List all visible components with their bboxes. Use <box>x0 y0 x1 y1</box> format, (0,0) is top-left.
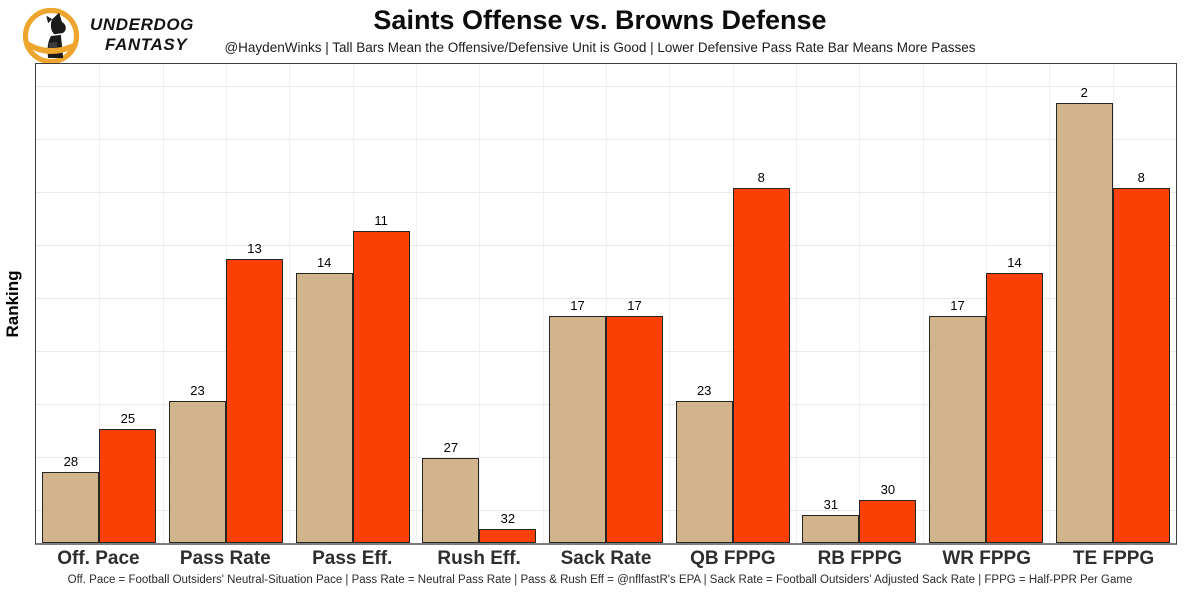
offense-bar-te-fppg <box>1055 103 1113 543</box>
vertical-gridline <box>922 64 924 543</box>
offense-bar-off-pace <box>42 472 100 543</box>
bar-group-sack-rate: 17 17 <box>543 64 670 543</box>
bar-value-label: 2 <box>1080 85 1088 100</box>
x-tick-label-pass-rate: Pass Rate <box>179 548 271 569</box>
bar-value-label: 11 <box>374 213 388 228</box>
vertical-gridline <box>606 64 607 543</box>
x-tick-label-sack-rate: Sack Rate <box>560 548 652 569</box>
bar-group-pass-rate: 23 13 <box>163 64 290 543</box>
defense-bar-qb-fppg <box>732 188 790 543</box>
bar-value-label: 31 <box>823 497 839 512</box>
x-tick-label-qb-fppg: QB FPPG <box>690 548 776 569</box>
offense-bar-rb-fppg <box>802 515 860 543</box>
vertical-gridline <box>99 64 101 543</box>
defense-bar-rush-eff <box>479 529 537 543</box>
x-axis-labels: Off. Pace Pass Rate Pass Eff. Rush Eff. Sack… <box>35 548 1177 570</box>
bar-value-label: 30 <box>880 482 896 497</box>
brand-text: UNDERDOG FANTASY <box>90 15 194 56</box>
brand-line1: UNDERDOG <box>90 15 194 34</box>
bar-value-label: 25 <box>120 411 136 426</box>
vertical-gridline <box>796 64 797 543</box>
vertical-gridline <box>859 64 861 543</box>
vertical-gridline <box>479 64 481 543</box>
x-tick-label-rush-eff: Rush Eff. <box>437 548 521 569</box>
chart-panel: 28 25 23 13 14 11 27 32 17 17 23 8 31 30 17 14 2 8 <box>35 63 1177 545</box>
bar-value-label: 23 <box>696 383 712 398</box>
x-tick-label-off-pace: Off. Pace <box>57 548 140 569</box>
footnote-caption: Off. Pace = Football Outsiders' Neutral-… <box>67 574 1133 586</box>
vertical-gridline <box>669 64 671 543</box>
offense-bar-pass-eff <box>295 273 353 543</box>
underdog-fantasy-logo: UNDERDOG FANTASY <box>22 6 272 66</box>
bar-value-label: 27 <box>443 440 459 455</box>
offense-bar-qb-fppg <box>675 401 733 543</box>
defense-bar-pass-rate <box>226 259 283 543</box>
defense-bar-sack-rate <box>606 316 664 543</box>
bar-value-label: 14 <box>316 255 332 270</box>
offense-bar-rush-eff <box>422 458 480 543</box>
vertical-gridline <box>162 64 164 543</box>
vertical-gridline <box>289 64 291 543</box>
defense-bar-wr-fppg <box>986 273 1044 543</box>
defense-bar-pass-eff <box>352 231 410 543</box>
bar-group-rb-fppg: 31 30 <box>796 64 923 543</box>
defense-bar-off-pace <box>99 429 157 543</box>
vertical-gridline <box>1049 64 1051 543</box>
bar-group-rush-eff: 27 32 <box>416 64 543 543</box>
bar-value-label: 17 <box>570 298 585 313</box>
x-tick-label-wr-fppg: WR FPPG <box>942 548 1032 569</box>
bar-value-label: 32 <box>500 511 516 526</box>
bar-value-label: 14 <box>1007 255 1022 270</box>
offense-bar-sack-rate <box>549 316 607 543</box>
bar-value-label: 23 <box>190 383 205 398</box>
bars-layer: 28 25 23 13 14 11 27 32 17 17 23 8 31 30 17 14 2 8 <box>36 64 1176 543</box>
brand-line2: FANTASY <box>105 35 188 55</box>
chart-title: Saints Offense vs. Browns Defense <box>373 5 827 35</box>
dog-logo-icon <box>22 7 80 65</box>
offense-bar-wr-fppg <box>929 316 987 543</box>
bar-value-label: 17 <box>950 298 965 313</box>
defense-bar-te-fppg <box>1112 188 1170 543</box>
x-tick-label-pass-eff: Pass Eff. <box>312 548 393 569</box>
vertical-gridline <box>542 64 544 543</box>
bar-value-label: 8 <box>757 170 765 185</box>
bar-value-label: 28 <box>63 454 79 469</box>
vertical-gridline <box>416 64 417 543</box>
y-axis-label: Ranking <box>3 270 22 338</box>
offense-bar-pass-rate <box>169 401 226 543</box>
chart-subtitle: @HaydenWinks | Tall Bars Mean the Offens… <box>224 40 976 55</box>
x-tick-label-te-fppg: TE FPPG <box>1072 548 1155 569</box>
bar-group-pass-eff: 14 11 <box>289 64 416 543</box>
bar-group-wr-fppg: 17 14 <box>923 64 1050 543</box>
bar-group-qb-fppg: 23 8 <box>669 64 796 543</box>
x-tick-label-rb-fppg: RB FPPG <box>817 548 903 569</box>
bar-value-label: 8 <box>1137 170 1145 185</box>
bar-group-off-pace: 28 25 <box>36 64 163 543</box>
bar-value-label: 17 <box>627 298 642 313</box>
bar-value-label: 13 <box>247 241 262 256</box>
defense-bar-rb-fppg <box>859 500 917 543</box>
